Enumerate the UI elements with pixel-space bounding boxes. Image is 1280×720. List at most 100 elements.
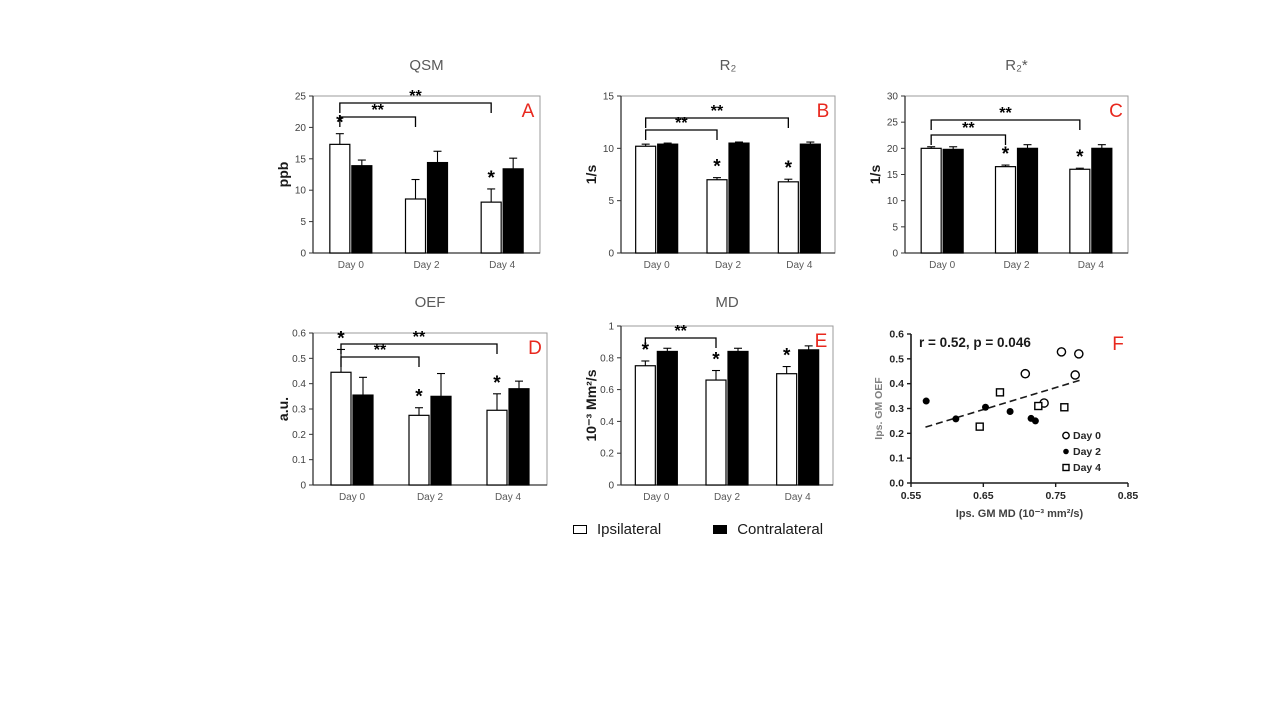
x-category-label: Day 2	[417, 492, 444, 503]
bar	[635, 145, 657, 254]
x-category-label: Day 0	[339, 492, 366, 503]
y-tick-label: 0.5	[292, 354, 306, 365]
bracket-label: **	[674, 323, 687, 340]
y-tick-label: 0.4	[292, 379, 306, 390]
y-axis: 0 5 10 15 20 25	[295, 92, 314, 260]
bar	[994, 166, 1017, 254]
y-tick-label: 1	[608, 322, 614, 333]
open-square-marker	[975, 422, 984, 431]
y-tick-label: 25	[887, 118, 899, 129]
y-tick-label: 0.2	[889, 428, 904, 440]
chart-title: OEF	[415, 294, 446, 311]
filled-circle-marker	[1063, 448, 1069, 455]
bar	[408, 414, 430, 486]
y-tick-label: 0.6	[292, 329, 306, 340]
panel-letter: D	[528, 338, 542, 359]
scatter-chart-canvas: 0.55 0.65 0.75 0.85 0.0 0.1 0.2 0.3 0.4 0.5 0.6 Ips…	[873, 329, 1139, 521]
series-ipsilateral	[920, 146, 1091, 254]
panel-f-correlation-scatter: 0.55 0.65 0.75 0.85 0.0 0.1 0.2 0.3 0.4 0.5 0.6 Ips…	[860, 289, 1160, 534]
figure-legend: Ipsilateral Contralateral	[573, 521, 823, 538]
bracket-label: **	[962, 120, 975, 137]
bracket-label: **	[675, 115, 688, 132]
y-tick-label: 30	[887, 92, 899, 103]
bar	[798, 349, 820, 486]
bar	[486, 409, 508, 486]
scatter-legend: Day 0 Day 2 Day 4	[1062, 430, 1101, 474]
y-tick-label: 0.2	[292, 430, 306, 441]
significance-star: *	[415, 387, 423, 408]
bracket-label: **	[409, 88, 422, 105]
significance-bracket	[644, 337, 717, 348]
bar	[727, 350, 749, 486]
significance-bracket	[645, 117, 789, 128]
open-square-marker	[995, 388, 1005, 397]
y-tick-label: 0.3	[889, 403, 904, 415]
series-contralateral	[352, 372, 530, 486]
bar	[430, 395, 452, 486]
panel-letter: E	[815, 331, 828, 352]
significance-bracket	[339, 116, 417, 127]
bar	[352, 394, 374, 486]
y-axis: 0 5 10 15 20 25 30	[887, 92, 906, 260]
series-ipsilateral	[634, 360, 798, 486]
bracket-label: **	[413, 329, 426, 346]
y-axis-title: 1/s	[867, 165, 883, 185]
significance-bracket	[339, 102, 492, 113]
filled-circle-marker	[1031, 417, 1039, 425]
series-contralateral	[942, 144, 1113, 254]
y-axis-title: ppb	[275, 162, 291, 188]
series-contralateral	[351, 150, 524, 254]
significance-bracket	[930, 134, 1007, 145]
panel-letter: C	[1109, 101, 1123, 122]
y-tick-label: 10	[295, 186, 307, 197]
y-tick-label: 15	[295, 154, 307, 165]
x-category-label: Day 0	[643, 492, 670, 503]
y-tick-label: 20	[295, 123, 307, 134]
series-contralateral	[656, 345, 820, 486]
bar	[426, 161, 449, 254]
y-tick-label: 0.2	[600, 449, 614, 460]
significance-star: *	[783, 346, 791, 367]
significance-bracket	[930, 119, 1081, 130]
x-category-label: Day 2	[1003, 260, 1030, 271]
y-axis-title: 1/s	[583, 165, 599, 185]
scatter-legend-label: Day 2	[1073, 446, 1101, 458]
y-tick-label: 0.1	[292, 455, 306, 466]
y-tick-label: 0.4	[600, 417, 614, 428]
significance-bracket	[340, 356, 420, 367]
x-category-label: Day 0	[338, 260, 365, 271]
y-tick-label: 10	[887, 196, 899, 207]
open-circle-marker	[1074, 349, 1084, 359]
y-axis-title: a.u.	[275, 397, 291, 421]
significance-star: *	[642, 340, 650, 361]
legend-label-contralateral: Contralateral	[737, 521, 824, 538]
ipsilateral-swatch-icon	[573, 525, 587, 534]
bar	[920, 147, 942, 254]
x-tick-label: 0.65	[973, 490, 994, 502]
chart-title: MD	[715, 294, 738, 311]
y-tick-label: 0	[300, 249, 306, 260]
contralateral-swatch-icon	[713, 525, 728, 534]
bar	[942, 148, 964, 254]
x-axis-title: Ips. GM MD (10⁻³ mm²/s)	[956, 508, 1084, 520]
y-axis-title: Ips. GM OEF	[873, 377, 885, 440]
panel-letter: B	[817, 101, 830, 122]
y-tick-label: 0.4	[889, 378, 904, 390]
significance-bracket	[645, 129, 718, 140]
scatter-series-day-2	[922, 397, 1039, 425]
series-ipsilateral	[329, 133, 502, 254]
y-tick-label: 0	[892, 249, 898, 260]
bracket-label: **	[371, 102, 384, 119]
panel-b-r2-bar-chart: R₂ 0 5 10 15 Day 0 Day 2 Day 4 * * ** ** 1/s B	[576, 52, 876, 297]
x-tick-label: 0.85	[1118, 490, 1139, 502]
y-tick-label: 0.5	[889, 353, 904, 365]
legend-item-ipsilateral: Ipsilateral	[573, 521, 661, 538]
bar	[330, 371, 352, 486]
significance-star: *	[785, 158, 793, 179]
x-category-label: Day 0	[929, 260, 956, 271]
chart-title: QSM	[409, 57, 443, 74]
y-axis-title: 10⁻³ Mm²/s	[583, 369, 599, 441]
